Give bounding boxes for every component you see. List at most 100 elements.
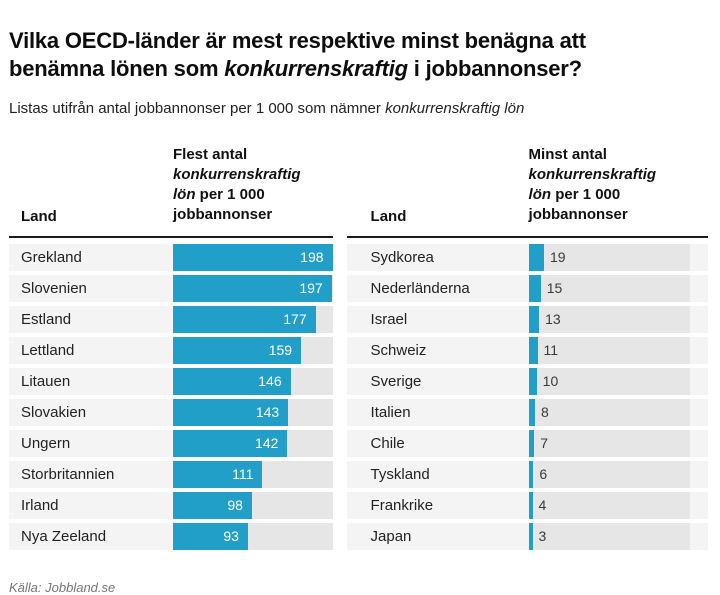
country-label: Irland xyxy=(21,496,59,514)
title-line2-post: i jobbannonser? xyxy=(407,55,582,81)
country-label: Frankrike xyxy=(370,496,434,514)
bar-value: 143 xyxy=(255,404,280,421)
table-row: Chile 7 7 xyxy=(346,429,708,457)
value-bar: 197 xyxy=(173,274,332,302)
bar-value: 198 xyxy=(300,249,324,266)
bar-track: 177 177 xyxy=(173,305,333,333)
country-label: Nederländerna xyxy=(370,279,470,297)
table-row: Japan 3 3 xyxy=(346,522,708,550)
table-row: Litauen 146 146 xyxy=(9,367,333,395)
country-label: Slovenien xyxy=(21,279,87,297)
bar-value: 13 xyxy=(545,311,561,328)
country-label: Estland xyxy=(21,310,72,328)
value-header-post: per 1 000 jobbannonser xyxy=(173,185,273,223)
country-label: Grekland xyxy=(21,248,82,266)
bar-track: 8 8 xyxy=(528,398,690,426)
column-header-land: Land xyxy=(21,207,57,225)
table-row: Lettland 159 159 xyxy=(9,336,333,364)
source-caption: Källa: Jobbland.se xyxy=(9,579,116,595)
value-bar: 8 xyxy=(528,398,536,426)
value-bar: 159 xyxy=(173,336,302,364)
bar-value: 98 xyxy=(227,497,243,514)
country-label: Italien xyxy=(370,403,411,421)
bar-track: 10 10 xyxy=(528,367,690,395)
bar-value: 10 xyxy=(542,373,559,390)
bar-track: 111 111 xyxy=(173,460,333,488)
value-bar: 10 xyxy=(528,367,537,395)
country-label: Storbritannien xyxy=(21,465,115,483)
value-bar: 146 xyxy=(173,367,291,395)
bar-value: 177 xyxy=(283,311,307,328)
bar-value: 3 xyxy=(538,528,547,545)
bar-value: 7 xyxy=(540,435,549,452)
bar-value: 93 xyxy=(223,528,239,545)
value-bar: 19 xyxy=(528,243,545,271)
title-line2-pre: benämna lönen som xyxy=(9,55,225,81)
subtitle-pre: Listas utifrån antal jobbannonser per 1 … xyxy=(9,99,386,117)
value-bar: 13 xyxy=(528,305,540,333)
bar-value: 4 xyxy=(538,497,547,514)
table-row: Irland 98 98 xyxy=(9,491,333,519)
country-label: Slovakien xyxy=(21,403,87,421)
country-label: Israel xyxy=(370,310,408,328)
table-row: Grekland 198 198 xyxy=(9,243,333,271)
ranking-tables: Land Flest antal konkurrenskraftig lön p… xyxy=(9,145,708,554)
bar-track: 159 159 xyxy=(173,336,333,364)
value-bar: 6 xyxy=(528,460,534,488)
value-bar: 4 xyxy=(528,491,533,519)
bar-value: 142 xyxy=(255,435,279,452)
table-row: Slovakien 143 143 xyxy=(9,398,333,426)
value-header-pre: Flest antal xyxy=(173,145,248,163)
value-bar: 7 xyxy=(528,429,535,457)
bar-track: 6 6 xyxy=(528,460,690,488)
bar-track: 19 19 xyxy=(528,243,690,271)
table-row: Schweiz 11 11 xyxy=(346,336,708,364)
column-header-land: Land xyxy=(370,207,407,225)
table-row: Ungern 142 142 xyxy=(9,429,333,457)
page-subtitle: Listas utifrån antal jobbannonser per 1 … xyxy=(9,100,708,118)
ranking-table-least: Land Minst antal konkurrenskraftig lön p… xyxy=(346,145,708,554)
value-bar: 198 xyxy=(173,243,333,271)
table-header-least: Land Minst antal konkurrenskraftig lön p… xyxy=(346,145,708,238)
value-header-italic: konkurrenskraftig lön xyxy=(528,165,657,203)
table-body-most: Grekland 198 198 Slovenien 197 197 Estla… xyxy=(9,243,333,550)
bar-track: 142 142 xyxy=(173,429,333,457)
value-bar: 111 xyxy=(173,460,263,488)
table-row: Sydkorea 19 19 xyxy=(346,243,708,271)
bar-track: 143 143 xyxy=(173,398,333,426)
country-label: Nya Zeeland xyxy=(21,527,107,545)
value-bar: 3 xyxy=(528,522,533,550)
table-row: Tyskland 6 6 xyxy=(346,460,708,488)
table-row: Slovenien 197 197 xyxy=(9,274,333,302)
country-label: Tyskland xyxy=(370,465,430,483)
table-row: Frankrike 4 4 xyxy=(346,491,708,519)
bar-track: 7 7 xyxy=(528,429,690,457)
table-row: Estland 177 177 xyxy=(9,305,333,333)
column-header-value-most: Flest antal konkurrenskraftig lön per 1 … xyxy=(173,145,325,225)
bar-value: 19 xyxy=(550,249,566,266)
page-title: Vilka OECD-länder är mest respektive min… xyxy=(9,27,708,83)
bar-track: 93 93 xyxy=(173,522,333,550)
bar-value: 197 xyxy=(299,280,323,297)
value-header-pre: Minst antal xyxy=(528,145,607,163)
table-row: Nederländerna 15 15 xyxy=(346,274,708,302)
value-bar: 15 xyxy=(528,274,541,302)
value-bar: 143 xyxy=(173,398,289,426)
value-bar: 93 xyxy=(173,522,248,550)
bar-value: 15 xyxy=(546,280,563,297)
value-header-post: per 1 000 jobbannonser xyxy=(528,185,628,223)
table-row: Nya Zeeland 93 93 xyxy=(9,522,333,550)
bar-track: 13 13 xyxy=(528,305,690,333)
value-bar: 11 xyxy=(528,336,538,364)
bar-value: 146 xyxy=(258,373,282,390)
bar-track: 15 15 xyxy=(528,274,690,302)
title-line1: Vilka OECD-länder är mest respektive min… xyxy=(9,27,586,53)
value-bar: 177 xyxy=(173,305,316,333)
country-label: Lettland xyxy=(21,341,75,359)
table-row: Israel 13 13 xyxy=(346,305,708,333)
table-body-least: Sydkorea 19 19 Nederländerna 15 15 Israe… xyxy=(346,243,708,550)
value-header-italic: konkurrenskraftig lön xyxy=(173,165,301,203)
ranking-table-most: Land Flest antal konkurrenskraftig lön p… xyxy=(9,145,333,554)
bar-track: 98 98 xyxy=(173,491,333,519)
